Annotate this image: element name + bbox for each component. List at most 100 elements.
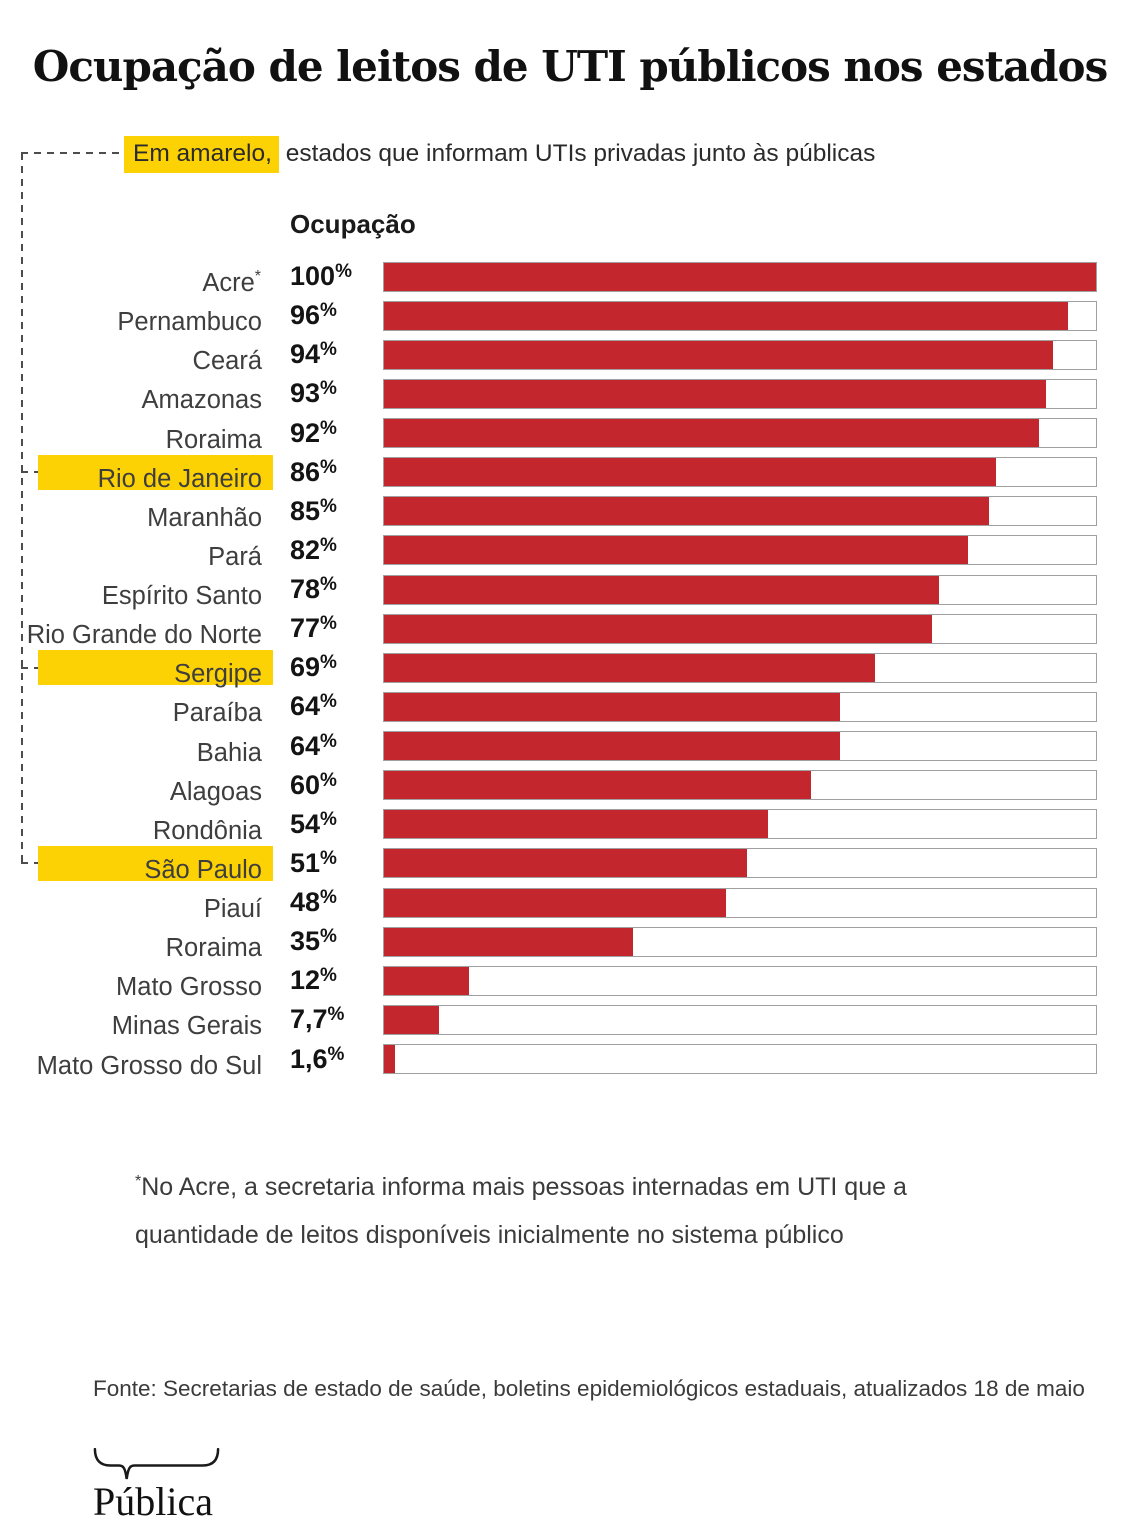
state-label: Espírito Santo xyxy=(101,582,262,611)
state-row: Pernambuco 96% xyxy=(0,296,1097,337)
state-label: Rondônia xyxy=(152,816,262,845)
state-row: Espírito Santo 78% xyxy=(0,570,1097,611)
state-row: Rio de Janeiro 86% xyxy=(0,453,1097,493)
bar-track xyxy=(383,731,1097,762)
bar-track xyxy=(383,535,1097,566)
occupancy-value: 85% xyxy=(290,495,337,526)
bar-track xyxy=(383,848,1097,879)
publica-logo-text: Pública xyxy=(93,1479,213,1524)
bar-track xyxy=(383,300,1097,331)
dashed-connector-sergipe xyxy=(21,667,42,669)
state-row: São Paulo 51% xyxy=(0,844,1097,884)
state-row: Sergipe 69% xyxy=(0,648,1097,688)
occupancy-value: 93% xyxy=(290,378,337,409)
state-row: Mato Grosso do Sul 1,6% xyxy=(0,1040,1097,1080)
bar-fill xyxy=(384,575,940,604)
bar-track xyxy=(383,613,1097,644)
source-credit: Fonte: Secretarias de estado de saúde, b… xyxy=(93,1376,1085,1401)
state-row: Pará 82% xyxy=(0,531,1097,571)
state-label: São Paulo xyxy=(38,845,273,884)
legend-highlight-chip: Em amarelo, xyxy=(124,136,279,173)
state-label: Mato Grosso xyxy=(116,973,262,1002)
state-label: Paraíba xyxy=(172,699,262,728)
footnote: *No Acre, a secretaria informa mais pess… xyxy=(135,1173,907,1249)
occupancy-value: 7,7% xyxy=(290,1004,345,1035)
bar-fill xyxy=(384,262,1096,291)
chart-rows: Acre* 100% Pernambuco 96% Ceará 94% xyxy=(0,257,1097,1080)
state-label: Roraima xyxy=(165,934,262,963)
occupancy-value: 64% xyxy=(290,730,337,761)
bar-track xyxy=(383,457,1097,488)
bar-fill xyxy=(384,340,1054,369)
bar-fill xyxy=(384,379,1047,408)
state-label: Alagoas xyxy=(169,777,262,806)
bar-fill xyxy=(384,301,1068,330)
bar-track xyxy=(383,652,1097,683)
occupancy-value: 64% xyxy=(290,691,337,722)
legend: Em amarelo, estados que informam UTIs pr… xyxy=(124,136,875,173)
state-row: Roraima 35% xyxy=(0,922,1097,963)
bar-track xyxy=(383,926,1097,957)
occupancy-value: 94% xyxy=(290,339,337,370)
state-row: Rondônia 54% xyxy=(0,805,1097,845)
brace-icon xyxy=(93,1448,220,1480)
bar-fill xyxy=(384,536,968,565)
footnote-star: * xyxy=(135,1173,142,1190)
bar-track xyxy=(383,378,1097,409)
occupancy-value: 82% xyxy=(290,534,337,565)
state-label: Rio Grande do Norte xyxy=(26,621,262,650)
occupancy-value: 48% xyxy=(290,887,337,918)
state-label: Pará xyxy=(208,542,262,571)
occupancy-value: 51% xyxy=(290,847,337,878)
state-label: Sergipe xyxy=(38,650,273,688)
state-label: Maranhão xyxy=(147,503,262,532)
state-row: Piauí 48% xyxy=(0,883,1097,924)
state-row: Maranhão 85% xyxy=(0,492,1097,532)
bar-track xyxy=(383,418,1097,449)
occupancy-value: 12% xyxy=(290,965,337,996)
occupancy-value: 69% xyxy=(290,652,337,683)
occupancy-value: 96% xyxy=(290,300,337,331)
state-label: Roraima xyxy=(165,425,262,454)
state-row: Paraíba 64% xyxy=(0,687,1097,728)
state-row: Acre* 100% xyxy=(0,257,1097,298)
bar-track xyxy=(383,339,1097,370)
bar-fill xyxy=(384,927,634,956)
column-header: Ocupação xyxy=(290,209,416,239)
bar-fill xyxy=(384,692,840,721)
page-title: Ocupação de leitos de UTI públicos nos e… xyxy=(32,42,1108,91)
state-row: Rio Grande do Norte 77% xyxy=(0,609,1097,650)
bar-track xyxy=(383,496,1097,527)
state-label: Rio de Janeiro xyxy=(38,454,273,493)
state-label: Amazonas xyxy=(141,386,262,415)
occupancy-value: 60% xyxy=(290,769,337,800)
state-label: Acre* xyxy=(202,268,262,298)
bar-track xyxy=(383,965,1097,996)
publica-logo: Pública xyxy=(93,1448,223,1525)
bar-fill xyxy=(384,458,997,487)
state-row: Alagoas 60% xyxy=(0,766,1097,806)
occupancy-value: 1,6% xyxy=(290,1043,345,1074)
occupancy-value: 86% xyxy=(290,456,337,487)
bar-fill xyxy=(384,1045,396,1074)
bar-track xyxy=(383,574,1097,605)
bar-fill xyxy=(384,497,990,526)
bar-track xyxy=(383,1044,1097,1075)
state-row: Roraima 92% xyxy=(0,414,1097,454)
bar-track xyxy=(383,1004,1097,1035)
bar-fill xyxy=(384,771,812,800)
state-row: Mato Grosso 12% xyxy=(0,961,1097,1002)
dashed-guide-vertical xyxy=(21,153,23,864)
bar-track xyxy=(383,887,1097,918)
state-row: Amazonas 93% xyxy=(0,374,1097,415)
bar-fill xyxy=(384,1005,439,1034)
state-label: Piauí xyxy=(203,895,262,924)
bar-fill xyxy=(384,614,933,643)
bar-fill xyxy=(384,810,769,839)
occupancy-value: 54% xyxy=(290,808,337,839)
state-label: Mato Grosso do Sul xyxy=(36,1051,262,1080)
state-label: Pernambuco xyxy=(117,308,262,337)
bar-fill xyxy=(384,888,726,917)
dashed-guide-top xyxy=(21,152,122,154)
